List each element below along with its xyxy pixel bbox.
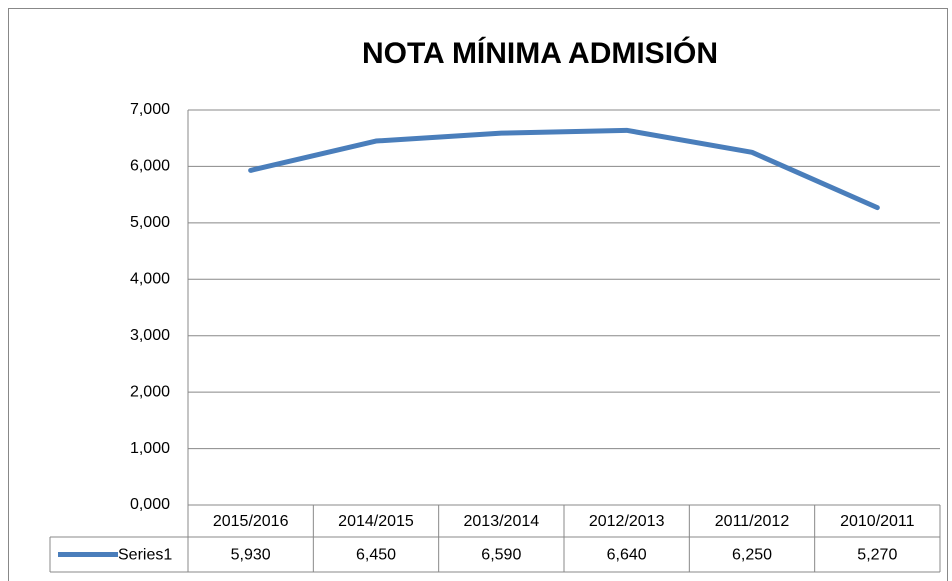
y-tick-label: 4,000 <box>130 271 170 288</box>
y-tick-label: 6,000 <box>130 158 170 175</box>
data-label: 5,930 <box>231 547 271 564</box>
x-tick-label: 2010/2011 <box>840 513 915 530</box>
x-tick-label: 2013/2014 <box>464 513 540 530</box>
legend-label: Series1 <box>118 547 172 564</box>
series-line <box>248 127 880 211</box>
x-tick-label: 2012/2013 <box>589 513 665 530</box>
x-tick-label: 2014/2015 <box>338 513 414 530</box>
data-label: 6,640 <box>607 547 647 564</box>
x-tick-label: 2011/2012 <box>715 513 790 530</box>
chart-title: NOTA MÍNIMA ADMISIÓN <box>362 36 718 70</box>
y-tick-label: 3,000 <box>130 327 170 344</box>
y-tick-label: 5,000 <box>130 214 170 231</box>
y-tick-label: 7,000 <box>130 101 170 118</box>
data-label: 6,450 <box>356 547 396 564</box>
y-tick-label: 0,000 <box>130 496 170 513</box>
data-label: 6,590 <box>481 547 521 564</box>
y-tick-label: 2,000 <box>130 383 170 400</box>
x-tick-label: 2015/2016 <box>213 513 289 530</box>
y-tick-label: 1,000 <box>130 440 170 457</box>
chart-border <box>8 8 948 581</box>
data-label: 5,270 <box>857 547 897 564</box>
data-label: 6,250 <box>732 547 772 564</box>
